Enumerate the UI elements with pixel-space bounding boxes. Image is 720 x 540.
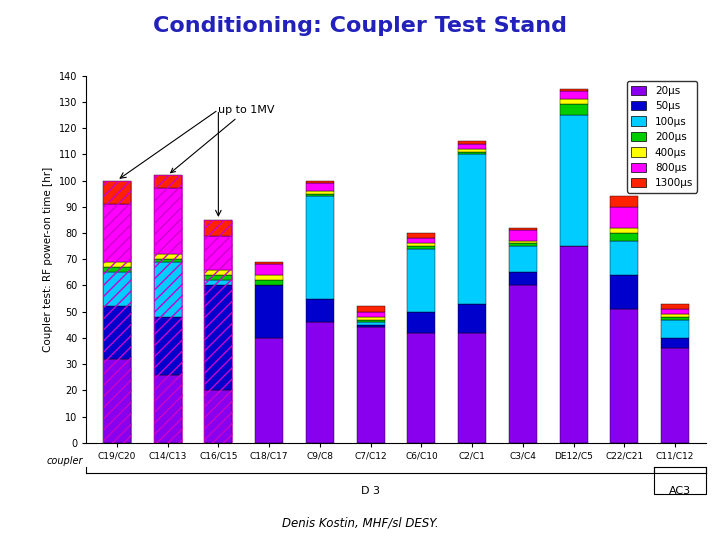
Bar <box>458 149 486 152</box>
Bar <box>509 241 537 244</box>
Bar <box>306 322 334 443</box>
Bar <box>306 183 334 191</box>
Bar <box>255 286 283 338</box>
Bar <box>408 333 436 443</box>
Bar <box>509 231 537 241</box>
Bar <box>661 320 689 338</box>
Bar <box>153 259 181 262</box>
Bar <box>559 246 588 443</box>
Bar <box>509 286 537 443</box>
Bar <box>356 322 384 325</box>
Bar <box>204 275 233 280</box>
Bar <box>408 246 436 249</box>
Bar <box>458 141 486 144</box>
Bar <box>153 254 181 259</box>
Bar <box>559 99 588 104</box>
Bar <box>509 244 537 246</box>
Bar <box>153 317 181 375</box>
Bar <box>204 286 233 390</box>
Bar <box>408 233 436 238</box>
Bar <box>611 241 639 275</box>
Bar <box>559 115 588 246</box>
Text: up to 1MV: up to 1MV <box>171 105 275 173</box>
Bar <box>458 304 486 333</box>
Bar <box>103 267 131 272</box>
Bar <box>204 390 233 443</box>
Bar <box>255 338 283 443</box>
Bar <box>509 228 537 231</box>
Bar <box>306 191 334 194</box>
Bar <box>204 280 233 286</box>
Bar <box>153 176 181 188</box>
Bar <box>153 176 181 443</box>
Bar <box>458 144 486 149</box>
Bar <box>559 91 588 99</box>
Bar <box>306 194 334 196</box>
Bar <box>153 262 181 317</box>
Bar <box>103 306 131 359</box>
Bar <box>458 152 486 154</box>
Bar <box>153 375 181 443</box>
Bar <box>356 312 384 317</box>
Bar <box>408 312 436 333</box>
Bar <box>458 333 486 443</box>
Bar <box>103 180 131 443</box>
Bar <box>661 309 689 314</box>
Bar <box>356 325 384 327</box>
Bar <box>611 207 639 228</box>
Text: D 3: D 3 <box>361 486 379 496</box>
Bar <box>153 188 181 254</box>
Bar <box>255 265 283 275</box>
Bar <box>103 204 131 262</box>
Bar <box>204 220 233 443</box>
Bar <box>559 89 588 91</box>
Bar <box>255 262 283 265</box>
Bar <box>509 246 537 272</box>
Bar <box>611 233 639 241</box>
Bar <box>408 244 436 246</box>
Bar <box>356 306 384 312</box>
Bar <box>611 196 639 207</box>
Bar <box>661 317 689 320</box>
Bar <box>611 228 639 233</box>
Bar <box>204 235 233 269</box>
Text: AC3: AC3 <box>669 486 691 496</box>
Bar <box>103 262 131 267</box>
Bar <box>255 280 283 286</box>
Text: Conditioning: Coupler Test Stand: Conditioning: Coupler Test Stand <box>153 16 567 36</box>
Bar <box>204 269 233 275</box>
Text: coupler: coupler <box>46 456 83 467</box>
Bar <box>559 104 588 115</box>
Bar <box>356 327 384 443</box>
Bar <box>408 249 436 312</box>
Legend: 20μs, 50μs, 100μs, 200μs, 400μs, 800μs, 1300μs: 20μs, 50μs, 100μs, 200μs, 400μs, 800μs, … <box>626 82 698 193</box>
Text: Denis Kostin, MHF/sl DESY.: Denis Kostin, MHF/sl DESY. <box>282 516 438 529</box>
Bar <box>103 180 131 204</box>
Bar <box>661 348 689 443</box>
Bar <box>661 304 689 309</box>
Bar <box>356 317 384 320</box>
Bar <box>458 154 486 304</box>
Bar <box>306 299 334 322</box>
Bar <box>509 272 537 286</box>
Bar <box>611 309 639 443</box>
Bar <box>661 314 689 317</box>
Bar <box>306 196 334 299</box>
Bar <box>103 272 131 306</box>
Bar <box>356 320 384 322</box>
Bar <box>103 359 131 443</box>
Bar <box>255 275 283 280</box>
Y-axis label: Coupler test: RF power-on time [hr]: Coupler test: RF power-on time [hr] <box>43 166 53 352</box>
Bar <box>306 180 334 183</box>
Bar <box>408 238 436 244</box>
Bar <box>611 275 639 309</box>
Bar <box>204 220 233 235</box>
Bar <box>661 338 689 348</box>
